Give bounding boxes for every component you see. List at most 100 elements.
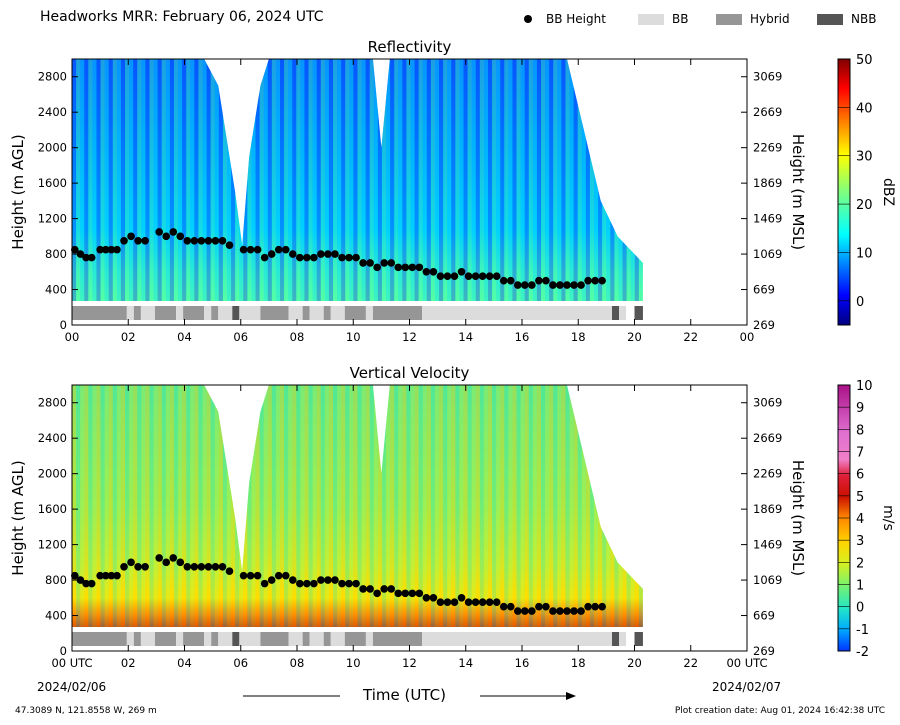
bb-height-point: [225, 241, 234, 249]
heatmap-streak: [516, 385, 522, 628]
bb-height-point: [155, 228, 163, 236]
heatmap-streak: [222, 385, 228, 628]
bb-height-point: [331, 250, 339, 258]
bb-height-point: [288, 250, 297, 258]
bb-height-point: [429, 268, 438, 276]
bb-height-point: [415, 589, 424, 598]
colorbar-tick-label: -2: [856, 645, 869, 660]
bb-type-segment: [232, 306, 240, 320]
y-tick-label: 2000: [38, 467, 67, 481]
colorbar-tick-label: 10: [856, 246, 873, 261]
bb-height-point: [197, 562, 206, 571]
bb-height-point: [190, 562, 199, 571]
heatmap-streak: [284, 59, 289, 302]
bb-height-point: [82, 253, 90, 262]
bb-height-point: [101, 245, 110, 254]
colorbar-tick-label: 5: [856, 490, 864, 505]
x-tick-label: 18: [571, 330, 586, 344]
bb-height-point: [549, 607, 557, 615]
heatmap-streak: [214, 385, 220, 628]
bb-type-segment: [72, 632, 127, 646]
bb-height-point: [134, 562, 142, 571]
heatmap-streak: [569, 59, 575, 302]
heatmap-streak: [100, 385, 106, 628]
bb-type-segment: [133, 306, 141, 320]
heatmap-streak: [153, 385, 159, 628]
heatmap-streak: [406, 385, 411, 628]
heatmap-streak: [414, 59, 420, 302]
heatmap-streak: [104, 385, 110, 628]
heatmap-streak: [545, 59, 550, 302]
heatmap-streak: [373, 59, 379, 302]
x-tick-label: 20: [627, 330, 642, 344]
y2-axis-label: Height (m MSL): [789, 134, 807, 250]
bb-height-point: [506, 276, 515, 285]
heatmap-streak: [598, 59, 603, 302]
heatmap-streak: [247, 385, 252, 628]
bb-height-point: [87, 253, 96, 262]
bb-height-point: [408, 589, 417, 598]
bb-height-point: [387, 259, 396, 267]
heatmap-streak: [500, 59, 505, 302]
x-tick-label: 00 UTC: [726, 656, 767, 670]
heatmap-streak: [630, 59, 636, 302]
bb-type-segment: [323, 632, 331, 646]
heatmap-streak: [626, 59, 632, 302]
nbb-swatch-icon: [817, 13, 843, 25]
bb-height-point: [303, 579, 311, 588]
heatmap-streak: [300, 59, 305, 302]
heatmap-streak: [308, 59, 314, 302]
bb-height-point: [218, 236, 227, 245]
heatmap-streak: [516, 59, 522, 302]
bb-height-point: [366, 585, 374, 593]
bb-height-point: [338, 253, 346, 262]
heatmap-streak: [275, 385, 281, 628]
heatmap-streak: [239, 59, 244, 302]
heatmap-streak: [186, 385, 191, 628]
heatmap-streak: [598, 385, 603, 628]
heatmap-streak: [443, 59, 448, 302]
start-date: 2024/02/06: [37, 680, 107, 694]
bb-height-point: [107, 245, 116, 254]
bb-height-point: [225, 567, 234, 575]
bb-height-point: [542, 602, 550, 611]
heatmap-streak: [540, 385, 546, 628]
colorbar: [837, 58, 851, 326]
bb-height-point: [253, 245, 262, 254]
heatmap-streak: [116, 59, 122, 302]
heatmap-streak: [161, 385, 167, 628]
heatmap-streak: [614, 59, 619, 302]
heatmap-streak: [133, 59, 138, 302]
heatmap-streak: [426, 59, 432, 302]
colorbar-tick-label: -1: [856, 623, 869, 638]
heatmap-streak: [316, 385, 322, 628]
bb-height-point: [317, 250, 325, 258]
heatmap-streak: [602, 385, 607, 628]
heatmap-streak: [328, 59, 334, 302]
heatmap-streak: [569, 385, 575, 628]
x-tick-label: 02: [121, 330, 136, 344]
y-tick-label: 1200: [38, 538, 67, 552]
bb-height-point: [471, 598, 480, 607]
heatmap-streak: [72, 385, 77, 628]
colorbar-tick-label: 4: [856, 512, 864, 527]
heatmap-streak: [88, 59, 93, 302]
bb-height-point: [443, 272, 452, 281]
bb-type-segment: [126, 306, 134, 320]
heatmap-streak: [451, 59, 456, 302]
bb-height-point: [380, 585, 388, 593]
heatmap-streak: [475, 385, 481, 628]
heatmap-streak: [133, 385, 138, 628]
bb-type-segment: [330, 632, 345, 646]
bb-height-point: [324, 250, 332, 258]
bb-type-segment: [140, 306, 155, 320]
bb-height-point: [457, 594, 466, 602]
heatmap-streak: [577, 385, 583, 628]
bb-height-point: [394, 589, 403, 598]
heatmap-streak: [259, 59, 265, 302]
bb-height-point: [239, 571, 248, 580]
heatmap-streak: [116, 385, 122, 628]
bb-type-segment: [612, 632, 620, 646]
heatmap-streak: [226, 59, 232, 302]
heatmap-streak: [532, 59, 538, 302]
